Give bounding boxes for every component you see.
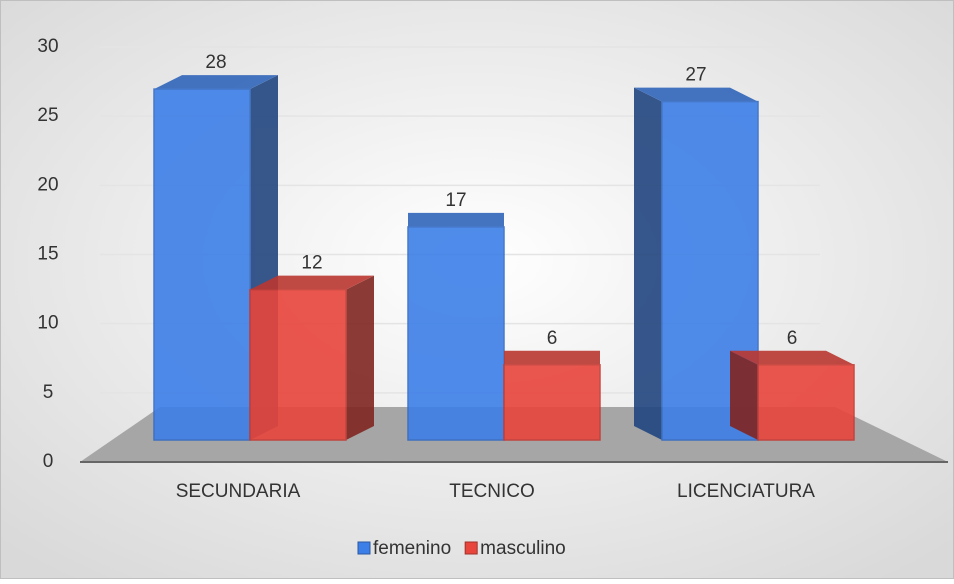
data-label: 6 xyxy=(547,328,558,349)
y-tick-label: 20 xyxy=(37,174,58,195)
y-tick-label: 30 xyxy=(37,36,58,57)
y-tick-label: 0 xyxy=(43,451,54,472)
legend-label: masculino xyxy=(480,538,566,559)
x-tick-label: LICENCIATURA xyxy=(677,481,815,502)
bar xyxy=(503,350,601,441)
y-tick-label: 25 xyxy=(37,105,58,126)
legend-label: femenino xyxy=(373,538,451,559)
x-tick-label: SECUNDARIA xyxy=(176,481,301,502)
data-label: 17 xyxy=(445,190,466,211)
y-tick-label: 5 xyxy=(43,382,54,403)
bar xyxy=(407,212,505,441)
y-tick-label: 10 xyxy=(37,313,58,334)
bar xyxy=(153,75,278,441)
bar xyxy=(249,275,374,441)
legend-swatch xyxy=(464,541,478,555)
bar xyxy=(730,350,855,441)
data-label: 12 xyxy=(301,253,322,274)
data-label: 6 xyxy=(787,328,798,349)
data-label: 27 xyxy=(685,65,706,86)
y-tick-label: 15 xyxy=(37,244,58,265)
x-tick-label: TECNICO xyxy=(449,481,535,502)
legend-swatch xyxy=(357,541,371,555)
data-label: 28 xyxy=(205,52,226,73)
